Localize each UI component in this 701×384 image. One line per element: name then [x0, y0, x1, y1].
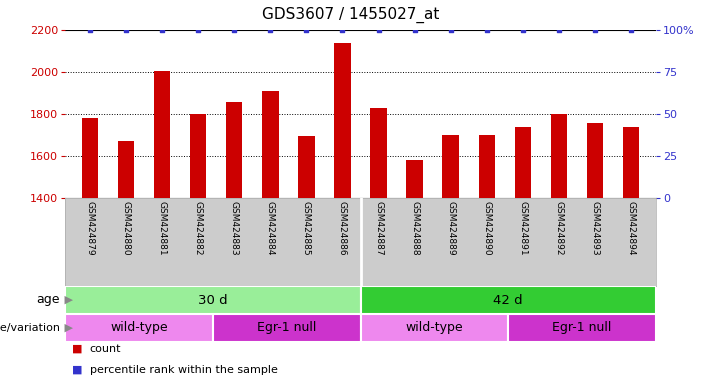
Bar — [334, 43, 350, 198]
Point — [589, 27, 600, 33]
Point — [553, 27, 564, 33]
Text: GSM424880: GSM424880 — [122, 200, 131, 255]
Bar — [370, 108, 387, 198]
Text: GSM424882: GSM424882 — [194, 200, 203, 255]
Text: GSM424889: GSM424889 — [446, 200, 455, 255]
Point — [193, 27, 204, 33]
Text: ▶: ▶ — [62, 323, 74, 333]
Point — [445, 27, 456, 33]
Text: ■: ■ — [72, 365, 83, 375]
Bar — [190, 114, 206, 198]
Bar — [82, 118, 98, 198]
Text: count: count — [90, 344, 121, 354]
Point — [337, 27, 348, 33]
Bar — [479, 135, 495, 198]
Text: wild-type: wild-type — [110, 321, 168, 334]
Bar — [587, 123, 603, 198]
Text: genotype/variation: genotype/variation — [0, 323, 60, 333]
Point — [625, 27, 637, 33]
Text: GSM424891: GSM424891 — [518, 200, 527, 255]
Text: GSM424886: GSM424886 — [338, 200, 347, 255]
Text: 30 d: 30 d — [198, 293, 228, 306]
Text: GSM424887: GSM424887 — [374, 200, 383, 255]
Text: GSM424883: GSM424883 — [230, 200, 239, 255]
Bar — [442, 135, 458, 198]
Text: GSM424894: GSM424894 — [626, 200, 635, 255]
Point — [373, 27, 384, 33]
Text: GSM424885: GSM424885 — [302, 200, 311, 255]
Bar — [299, 136, 315, 198]
Text: ■: ■ — [72, 344, 83, 354]
Text: 42 d: 42 d — [494, 293, 523, 306]
Point — [481, 27, 492, 33]
Text: GSM424884: GSM424884 — [266, 200, 275, 255]
Bar — [212, 314, 360, 342]
Point — [157, 27, 168, 33]
Text: age: age — [36, 293, 60, 306]
Bar — [65, 314, 212, 342]
Point — [85, 27, 96, 33]
Text: GDS3607 / 1455027_at: GDS3607 / 1455027_at — [261, 7, 440, 23]
Point — [229, 27, 240, 33]
Point — [409, 27, 420, 33]
Point — [121, 27, 132, 33]
Bar — [118, 141, 135, 198]
Text: GSM424893: GSM424893 — [590, 200, 599, 255]
Text: Egr-1 null: Egr-1 null — [552, 321, 612, 334]
Point — [265, 27, 276, 33]
Bar — [407, 160, 423, 198]
Bar — [226, 103, 243, 198]
Text: Egr-1 null: Egr-1 null — [257, 321, 316, 334]
Bar — [360, 286, 656, 314]
Text: GSM424879: GSM424879 — [86, 200, 95, 255]
Text: wild-type: wild-type — [406, 321, 463, 334]
Bar — [515, 127, 531, 198]
Text: percentile rank within the sample: percentile rank within the sample — [90, 365, 278, 375]
Text: GSM424888: GSM424888 — [410, 200, 419, 255]
Point — [301, 27, 312, 33]
Text: ▶: ▶ — [62, 295, 74, 305]
Bar — [550, 114, 567, 198]
Text: GSM424892: GSM424892 — [554, 200, 563, 255]
Bar — [65, 286, 360, 314]
Bar — [262, 91, 278, 198]
Text: GSM424881: GSM424881 — [158, 200, 167, 255]
Text: GSM424890: GSM424890 — [482, 200, 491, 255]
Bar — [622, 127, 639, 198]
Bar — [360, 314, 508, 342]
Point — [517, 27, 529, 33]
Bar — [154, 71, 170, 198]
Bar — [508, 314, 656, 342]
